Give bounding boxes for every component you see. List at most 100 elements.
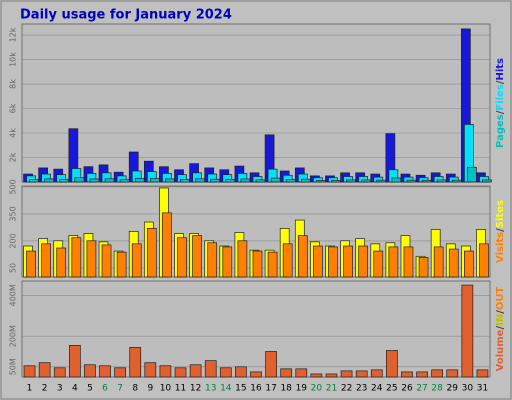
bar [101, 244, 112, 278]
bar [358, 245, 369, 278]
bar [23, 365, 36, 378]
bar [89, 178, 100, 183]
bar [53, 367, 66, 378]
bar [300, 178, 311, 183]
legend-separator: / [495, 326, 506, 330]
bar [376, 179, 387, 183]
x-tick-label: 5 [87, 384, 93, 394]
x-tick-label: 3 [57, 384, 63, 394]
bar [346, 179, 356, 183]
y-tick-label: 350 [9, 206, 18, 221]
bar [86, 240, 97, 278]
y-tick-label: 6k [9, 103, 18, 113]
bar [165, 178, 175, 183]
bar [328, 246, 338, 278]
legend-entry: Pages [495, 114, 506, 148]
bar [71, 237, 82, 278]
bar [162, 212, 172, 278]
bar [174, 367, 187, 378]
legend: Visits/Sites [495, 200, 506, 263]
x-tick-label: 20 [311, 384, 323, 394]
x-tick-label: 25 [386, 384, 397, 394]
x-tick-label: 12 [190, 384, 201, 394]
x-tick-label: 13 [205, 384, 216, 394]
y-tick-label: 200 [9, 233, 18, 248]
bar [436, 179, 447, 183]
bar [343, 245, 353, 278]
y-tick-label: 200M [9, 325, 18, 347]
bar [56, 247, 67, 278]
legend-separator: / [495, 110, 506, 114]
bar [240, 178, 251, 183]
bar [386, 350, 398, 378]
bar [116, 251, 127, 278]
bar [325, 373, 338, 378]
bar [219, 367, 232, 378]
x-tick-label: 4 [72, 384, 78, 394]
bar [401, 371, 413, 378]
bar [159, 365, 172, 378]
x-tick-label: 2 [42, 384, 48, 394]
bar [204, 360, 217, 378]
bar [114, 367, 126, 378]
legend: Volume/IN/OUT [495, 286, 506, 371]
legend-entry: OUT [495, 286, 506, 310]
bar [68, 344, 81, 378]
bar [391, 177, 402, 183]
x-tick-label: 22 [341, 384, 352, 394]
legend-separator: / [495, 310, 506, 314]
bar [355, 370, 368, 378]
bar [295, 368, 308, 378]
bar [131, 243, 142, 278]
x-tick-label: 1 [27, 384, 33, 394]
x-tick-label: 29 [447, 384, 459, 394]
bar [361, 179, 372, 183]
legend-entry: IN [495, 314, 506, 326]
bar [282, 243, 293, 278]
x-tick-label: 14 [220, 384, 232, 394]
x-tick-label: 15 [235, 384, 246, 394]
bar [267, 251, 278, 278]
x-tick-label: 28 [431, 384, 443, 394]
bar [134, 177, 145, 183]
x-tick-label: 7 [117, 384, 123, 394]
bar [192, 235, 202, 278]
bar [222, 246, 233, 278]
bar [331, 180, 341, 183]
bar [129, 347, 142, 378]
y-tick-label: 12k [9, 27, 18, 42]
x-tick-label: 16 [250, 384, 262, 394]
bar [177, 237, 187, 278]
bar [479, 243, 489, 278]
bar [482, 179, 492, 183]
x-tick-label: 31 [477, 384, 488, 394]
chart-title: Daily usage for January 2024 [20, 8, 232, 23]
bar [451, 179, 462, 183]
bar [388, 246, 399, 278]
y-tick-label: 4k [9, 128, 18, 138]
y-tick-label: 50M [9, 358, 18, 375]
legend-entry: Visits [495, 232, 506, 263]
bar [265, 351, 277, 378]
bar [403, 246, 414, 278]
bar [476, 369, 489, 378]
bar [297, 235, 308, 278]
y-tick-label: 2k [9, 152, 18, 162]
bar [99, 365, 111, 378]
x-tick-label: 24 [371, 384, 383, 394]
x-tick-label: 23 [356, 384, 367, 394]
bar [104, 178, 115, 183]
x-tick-label: 17 [265, 384, 276, 394]
bar [467, 166, 477, 183]
legend-entry: Files [495, 84, 506, 110]
y-tick-label: 400M [9, 284, 18, 306]
bar [416, 371, 428, 378]
bar [26, 250, 36, 278]
bar [29, 179, 39, 183]
bar [446, 369, 459, 378]
bar [146, 227, 157, 278]
x-tick-label: 6 [102, 384, 108, 394]
bar [280, 368, 293, 378]
legend-separator: / [495, 228, 506, 232]
bar [252, 250, 263, 278]
